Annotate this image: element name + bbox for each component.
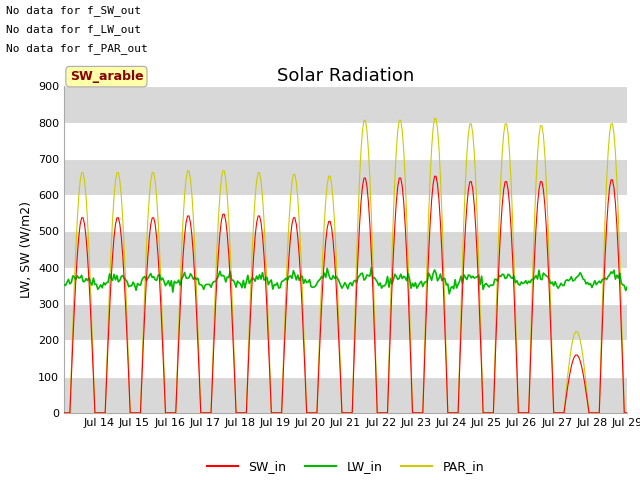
SW_in <box>79 215 87 221</box>
LW_in <box>623 284 631 289</box>
LW_in <box>465 272 472 278</box>
SW_in <box>97 410 104 416</box>
Text: No data for f_PAR_out: No data for f_PAR_out <box>6 43 148 54</box>
SW_in <box>432 173 440 179</box>
PAR_in <box>432 116 440 121</box>
LW_in <box>79 279 87 285</box>
Bar <box>64 376 627 413</box>
PAR_in <box>60 410 68 416</box>
LW_in <box>548 279 556 285</box>
Text: No data for f_SW_out: No data for f_SW_out <box>6 5 141 16</box>
SW_in <box>463 202 471 208</box>
PAR_in <box>79 170 87 176</box>
LW_in <box>60 282 68 288</box>
Bar <box>64 86 627 123</box>
PAR_in <box>620 410 628 416</box>
Line: PAR_in: PAR_in <box>64 119 627 413</box>
LW_in <box>622 288 630 293</box>
Bar <box>64 268 627 304</box>
Text: No data for f_LW_out: No data for f_LW_out <box>6 24 141 35</box>
PAR_in <box>463 150 471 156</box>
Bar <box>64 195 627 231</box>
Y-axis label: LW, SW (W/m2): LW, SW (W/m2) <box>19 201 33 298</box>
Bar <box>64 304 627 340</box>
Bar <box>64 123 627 159</box>
SW_in <box>623 410 631 416</box>
PAR_in <box>623 410 631 416</box>
LW_in <box>97 282 104 288</box>
LW_in <box>445 291 453 297</box>
PAR_in <box>547 306 555 312</box>
Title: Solar Radiation: Solar Radiation <box>277 67 414 85</box>
Bar <box>64 340 627 376</box>
Line: LW_in: LW_in <box>64 268 627 294</box>
PAR_in <box>350 356 358 362</box>
Legend: SW_in, LW_in, PAR_in: SW_in, LW_in, PAR_in <box>202 456 489 479</box>
Bar <box>64 231 627 268</box>
SW_in <box>620 410 628 416</box>
PAR_in <box>97 410 104 416</box>
SW_in <box>60 410 68 416</box>
LW_in <box>367 265 375 271</box>
SW_in <box>547 326 555 332</box>
Text: SW_arable: SW_arable <box>70 70 143 83</box>
SW_in <box>350 367 358 372</box>
LW_in <box>350 278 358 284</box>
Line: SW_in: SW_in <box>64 176 627 413</box>
Bar <box>64 159 627 195</box>
